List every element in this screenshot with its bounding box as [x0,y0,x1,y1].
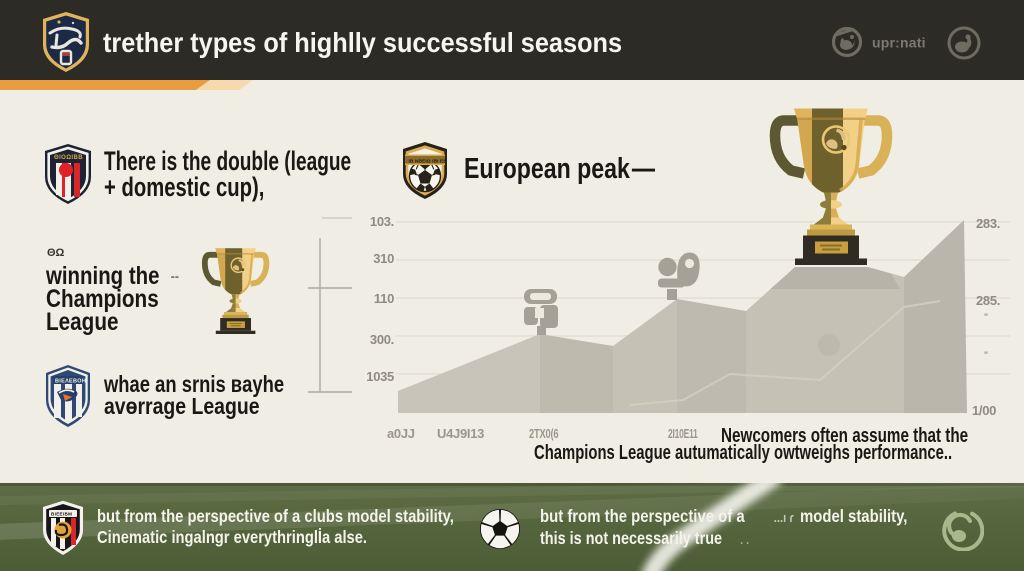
svg-text:ΘΙΟΩΙΒΒ: ΘΙΟΩΙΒΒ [54,155,83,161]
svg-text:ΒΙΕΛΕΒΟΗ: ΒΙΕΛΕΒΟΗ [55,379,86,385]
svg-text:upr:nati: upr:nati [872,35,926,51]
svg-text:ΙΒ ΝΒΕΙΩ ΙΒΙ ΕΒ: ΙΒ ΝΒΕΙΩ ΙΒΙ ΕΒ [409,158,448,164]
svg-text:ΒΙΕΕΙΒΜ: ΒΙΕΕΙΒΜ [51,512,72,517]
